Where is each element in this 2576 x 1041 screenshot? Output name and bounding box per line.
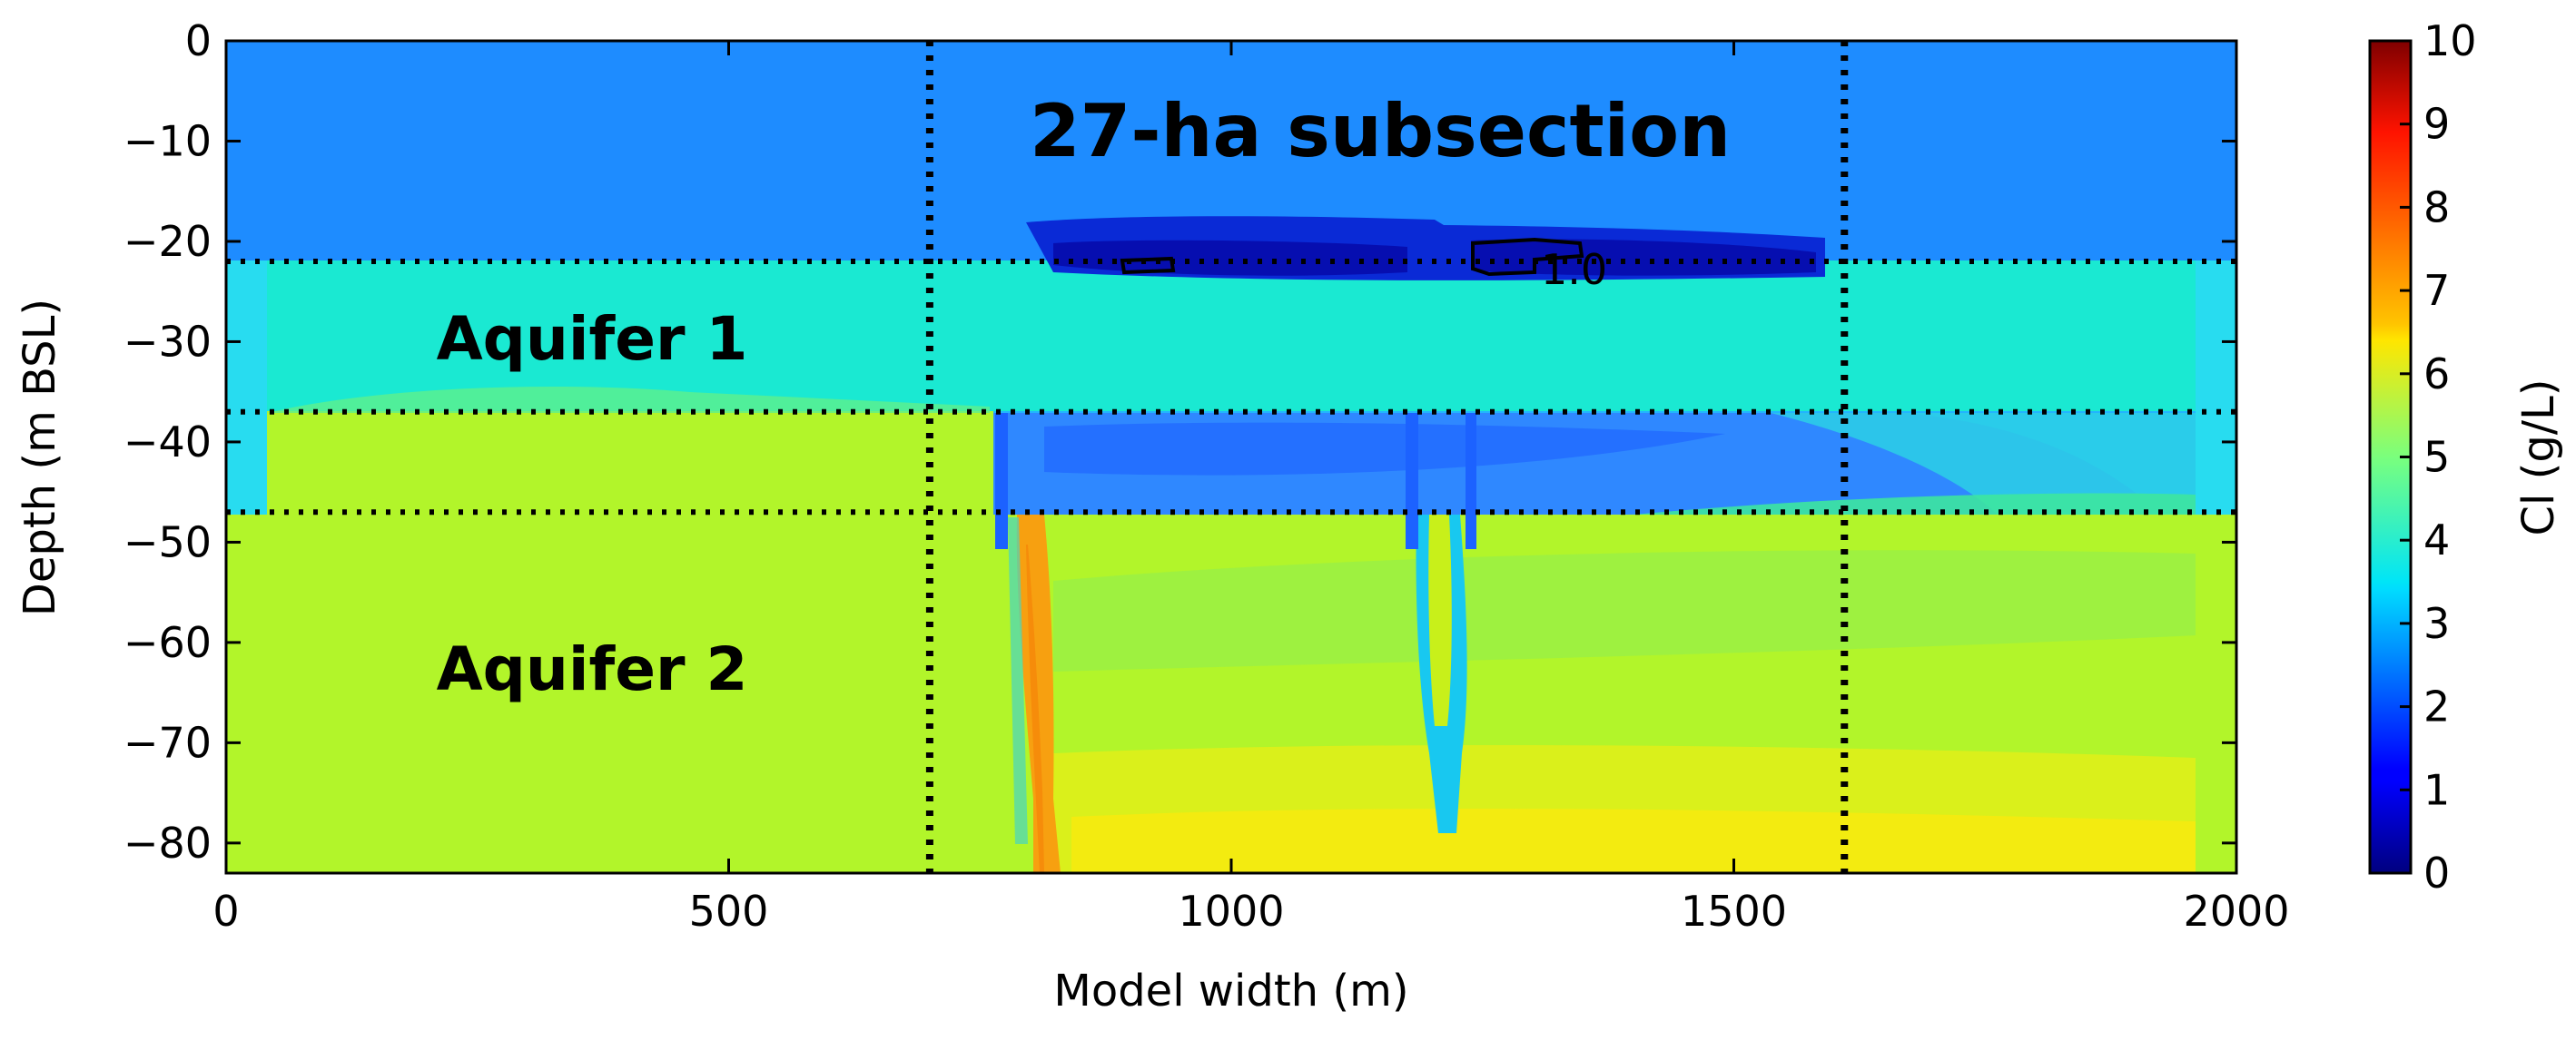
y-tick-label-8: −80 <box>123 819 212 868</box>
y-tick-label-4: −40 <box>123 417 212 466</box>
aquifer2-bottom-yellow <box>1071 808 2196 873</box>
x-axis: 0 500 1000 1500 2000 <box>212 41 2290 936</box>
aquitard-transition <box>1771 413 2196 515</box>
boundary-lines <box>226 41 2236 873</box>
colorbar-tick-label-1: 1 <box>2423 765 2450 814</box>
contour-1-0: 1.0 <box>1120 237 1607 294</box>
plume-1-mixing <box>1008 517 1028 844</box>
left-column <box>226 260 267 515</box>
aquifer1-lower-green <box>267 386 990 413</box>
x-tick-label-2: 1000 <box>1178 887 1284 936</box>
annotation-aquifer-1: Aquifer 1 <box>437 304 748 374</box>
annotation-aquifer-2: Aquifer 2 <box>437 634 748 704</box>
region-annotations: 27-ha subsection Aquifer 1 Aquifer 2 <box>437 89 1731 704</box>
colorbar-tick-label-3: 3 <box>2423 599 2450 648</box>
plume-1-left-edge <box>995 413 1008 549</box>
aquifer2-green-band <box>1053 550 2196 672</box>
x-tick-label-4: 2000 <box>2183 887 2289 936</box>
contour-line-a <box>1120 256 1176 275</box>
colorbar-tick-label-7: 7 <box>2423 266 2450 315</box>
colorbar-title: Cl (g/L) <box>2513 379 2564 536</box>
y-tick-label-1: −10 <box>123 116 212 165</box>
y-tick-label-5: −50 <box>123 517 212 566</box>
colorbar: 0 1 2 3 4 5 6 7 8 9 10 Cl (g/L) <box>2368 16 2564 898</box>
colorbar-tick-label-9: 9 <box>2423 100 2450 149</box>
colorbar-tick-label-6: 6 <box>2423 349 2450 398</box>
colorbar-tick-label-8: 8 <box>2423 182 2450 231</box>
right-column <box>2196 260 2236 515</box>
y-axis-title: Depth (m BSL) <box>15 299 65 616</box>
plume-2-left-edge <box>1406 413 1418 549</box>
plume-1-core <box>1026 545 1044 873</box>
y-tick-label-3: −30 <box>123 317 212 366</box>
aquitard-left-fresh <box>267 411 993 515</box>
colorbar-tick-label-2: 2 <box>2423 683 2450 732</box>
colorbar-tick-label-0: 0 <box>2423 849 2450 898</box>
y-axis: 0 −10 −20 −30 −40 −50 −60 −70 −80 <box>123 16 2236 868</box>
x-tick-label-0: 0 <box>212 887 239 936</box>
salinity-field <box>226 41 2236 873</box>
colorbar-ticks: 0 1 2 3 4 5 6 7 8 9 10 <box>2400 16 2477 898</box>
plume-2-right-edge <box>1466 413 1476 549</box>
annotation-subsection: 27-ha subsection <box>1030 89 1731 173</box>
aquitard-green-edge <box>1634 493 2196 515</box>
colorbar-tick-label-4: 4 <box>2423 516 2450 565</box>
x-tick-label-3: 1500 <box>1681 887 1787 936</box>
colorbar-tick-label-10: 10 <box>2423 16 2477 65</box>
contour-label: 1.0 <box>1541 245 1607 294</box>
y-tick-label-6: −60 <box>123 618 212 667</box>
plume-2-core <box>1428 515 1452 726</box>
x-tick-label-1: 500 <box>689 887 769 936</box>
y-tick-label-2: −20 <box>123 217 212 266</box>
y-tick-label-7: −70 <box>123 718 212 767</box>
colorbar-tick-label-5: 5 <box>2423 433 2450 482</box>
x-axis-title: Model width (m) <box>1053 966 1408 1016</box>
surface-fresh-core-1 <box>1053 240 1407 276</box>
aquitard-fresh-core <box>1044 422 1725 476</box>
y-tick-label-0: 0 <box>185 16 212 65</box>
surface-fresh-core-2 <box>1471 239 1816 276</box>
